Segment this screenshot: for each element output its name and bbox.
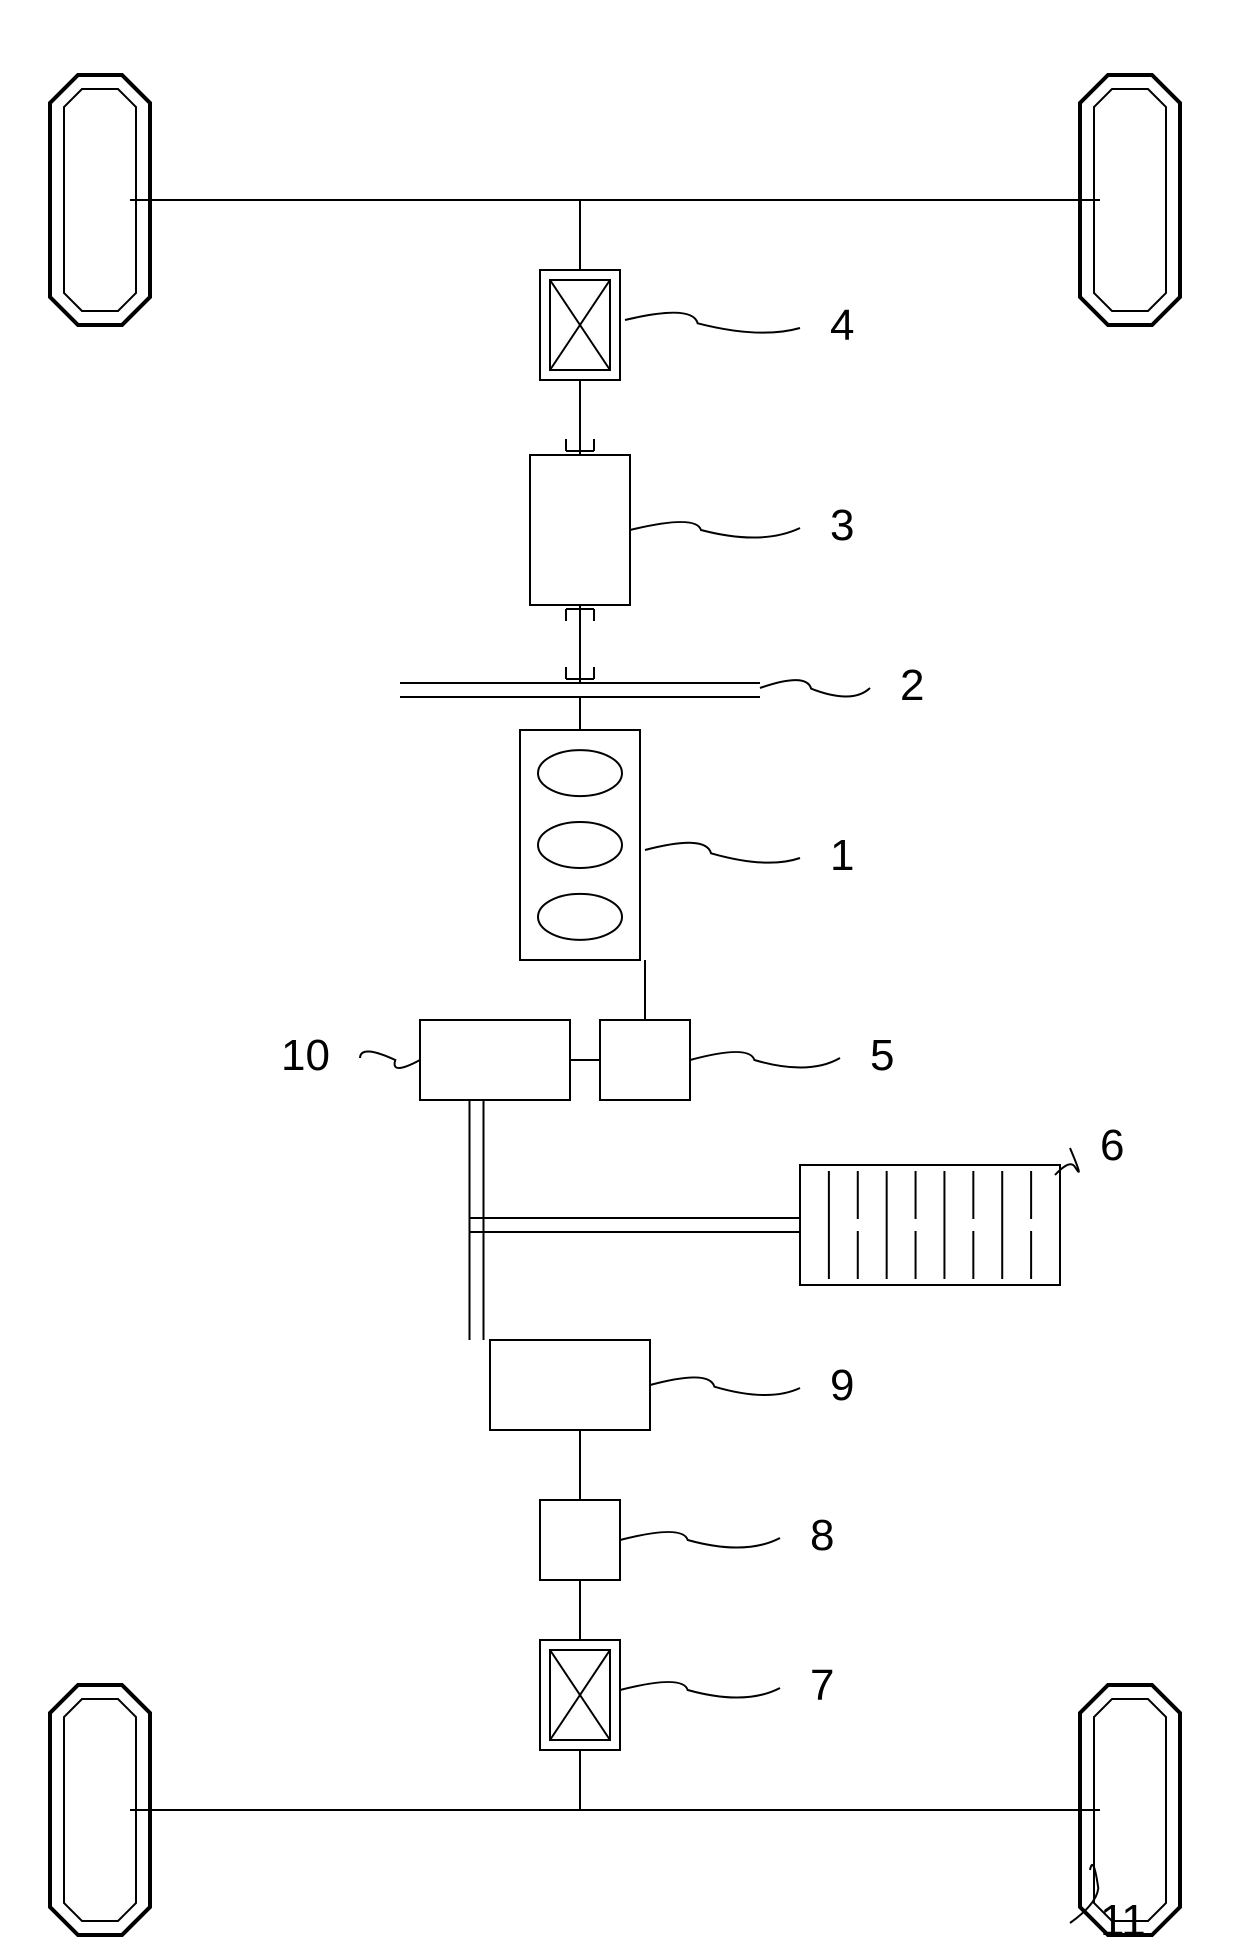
component-10 <box>420 1020 570 1100</box>
component-8 <box>540 1500 620 1580</box>
label-9: 9 <box>830 1361 854 1410</box>
label-8: 8 <box>810 1511 834 1560</box>
label-3: 3 <box>830 501 854 550</box>
component-4 <box>540 270 620 380</box>
label-10: 10 <box>281 1031 330 1080</box>
label-7: 7 <box>810 1661 834 1710</box>
label-11: 11 <box>1100 1896 1146 1938</box>
component-3 <box>530 455 630 605</box>
label-6: 6 <box>1100 1121 1124 1170</box>
component-9 <box>490 1340 650 1430</box>
component-5 <box>600 1020 690 1100</box>
label-5: 5 <box>870 1031 894 1080</box>
label-1: 1 <box>830 831 854 880</box>
label-2: 2 <box>900 661 924 710</box>
component-2 <box>400 683 760 697</box>
component-7 <box>540 1640 620 1750</box>
component-6 <box>800 1165 1060 1285</box>
label-4: 4 <box>830 301 854 350</box>
component-1 <box>520 730 640 960</box>
